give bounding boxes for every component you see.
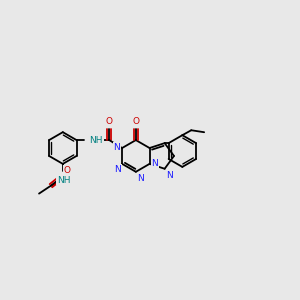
Text: N: N [152, 159, 158, 168]
Text: O: O [132, 117, 139, 126]
Text: NH: NH [89, 136, 103, 145]
Text: N: N [114, 165, 121, 174]
Text: N: N [166, 171, 172, 180]
Text: O: O [106, 117, 113, 126]
Text: O: O [106, 117, 113, 126]
Text: O: O [64, 166, 71, 175]
Text: NH: NH [57, 176, 70, 185]
Text: NH: NH [89, 136, 103, 145]
Text: O: O [64, 166, 71, 175]
Text: N: N [137, 174, 144, 183]
Text: NH: NH [57, 176, 70, 185]
Text: N: N [137, 174, 144, 183]
Text: N: N [113, 142, 120, 152]
Text: N: N [166, 171, 172, 180]
Text: N: N [113, 142, 120, 152]
Text: N: N [114, 165, 121, 174]
Text: O: O [132, 117, 139, 126]
Text: N: N [152, 159, 158, 168]
